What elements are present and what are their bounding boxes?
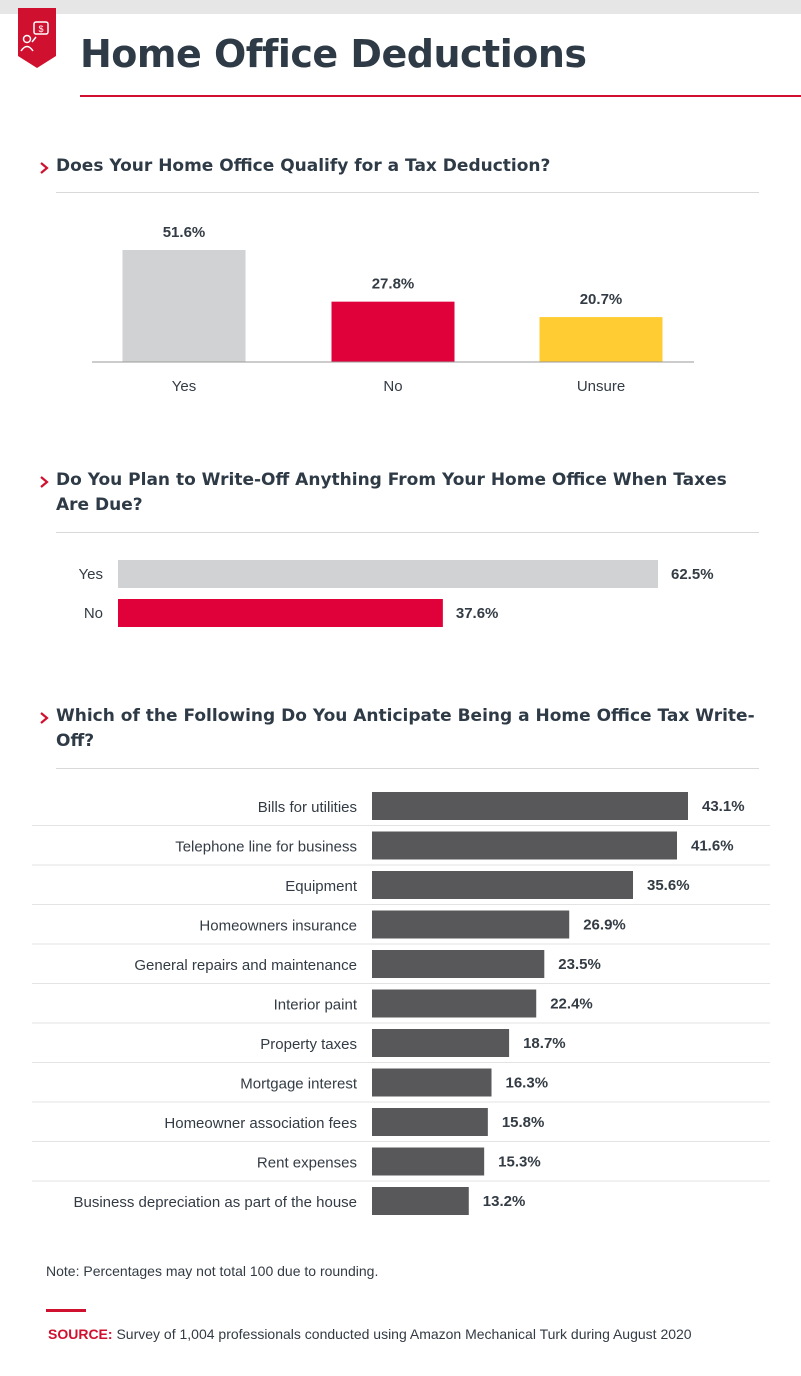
bar-homeowner-association-fees [372,1108,488,1136]
chevron-right-icon [40,162,49,174]
category-label: Homeowners insurance [199,918,357,935]
bar-no [331,301,455,362]
tax-dollar-icon: $ [18,8,56,68]
bar-yes [122,250,246,362]
value-label: 15.3% [498,1154,541,1171]
value-label: 18.7% [523,1035,566,1052]
category-label: Business depreciation as part of the hou… [73,1194,357,1211]
category-label: Yes [172,378,196,395]
page-title: Home Office Deductions [80,32,587,76]
chart3-title: Which of the Following Do You Anticipate… [56,706,755,751]
value-label: 51.6% [163,224,206,241]
write-off-plan-chart: Yes 62.5% No 37.6% [79,560,714,627]
bar-yes [118,560,658,588]
value-label: 20.7% [580,291,623,308]
source-rule [46,1309,86,1312]
category-label: Property taxes [260,1036,357,1053]
source-label: SOURCE: [48,1326,113,1342]
value-label: 41.6% [691,838,734,855]
category-label: Telephone line for business [175,839,357,856]
category-label: Bills for utilities [258,799,357,816]
anticipated-write-offs-chart: Bills for utilities 43.1% Telephone line f… [32,792,770,1215]
footnote: Note: Percentages may not total 100 due … [46,1263,379,1279]
bar-no [118,599,443,627]
category-label: Homeowner association fees [164,1115,357,1132]
bar-property-taxes [372,1029,510,1057]
value-label: 62.5% [671,566,714,583]
bar-homeowners-insurance [372,910,570,939]
value-label: 15.8% [502,1114,545,1131]
bar-rent-expenses [372,1147,485,1176]
value-label: 35.6% [647,877,690,894]
bar-equipment [372,871,634,899]
category-label: No [84,605,103,622]
value-label: 22.4% [550,996,593,1013]
chevron-right-icon [40,476,49,488]
value-label: 37.6% [456,605,499,622]
bar-general-repairs-and-maintenance [372,950,545,978]
category-label: Interior paint [274,997,358,1014]
value-label: 43.1% [702,798,745,815]
source-line: SOURCE: Survey of 1,004 professionals co… [48,1326,692,1342]
category-label: Unsure [577,378,625,395]
value-label: 13.2% [483,1193,526,1210]
category-label: No [383,378,402,395]
section-divider [56,532,759,533]
chart1-title: Does Your Home Office Qualify for a Tax … [56,156,551,176]
source-text: Survey of 1,004 professionals conducted … [112,1326,692,1342]
bar-telephone-line-for-business [372,831,678,860]
value-label: 26.9% [583,917,626,934]
chevron-right-icon [40,712,49,724]
value-label: 23.5% [558,956,601,973]
section-divider [56,192,759,193]
bar-mortgage-interest [372,1068,492,1097]
bar-bills-for-utilities [372,792,688,820]
title-underline [80,95,801,97]
chart2-title: Do You Plan to Write-Off Anything From Y… [56,470,727,515]
qualify-bar-chart: 51.6% Yes 27.8% No 20.7% Unsure [92,224,694,395]
category-label: Equipment [285,878,358,895]
bar-unsure [539,317,663,362]
bar-interior-paint [372,989,537,1018]
value-label: 16.3% [506,1075,549,1092]
top-band [0,0,801,14]
category-label: Mortgage interest [240,1076,358,1093]
value-label: 27.8% [372,276,415,293]
category-label: General repairs and maintenance [134,957,357,974]
section-divider [56,768,759,769]
category-label: Yes [79,566,103,583]
bar-business-depreciation-as-part-of-the-house [372,1187,469,1215]
category-label: Rent expenses [257,1155,357,1172]
svg-text:$: $ [38,24,43,34]
